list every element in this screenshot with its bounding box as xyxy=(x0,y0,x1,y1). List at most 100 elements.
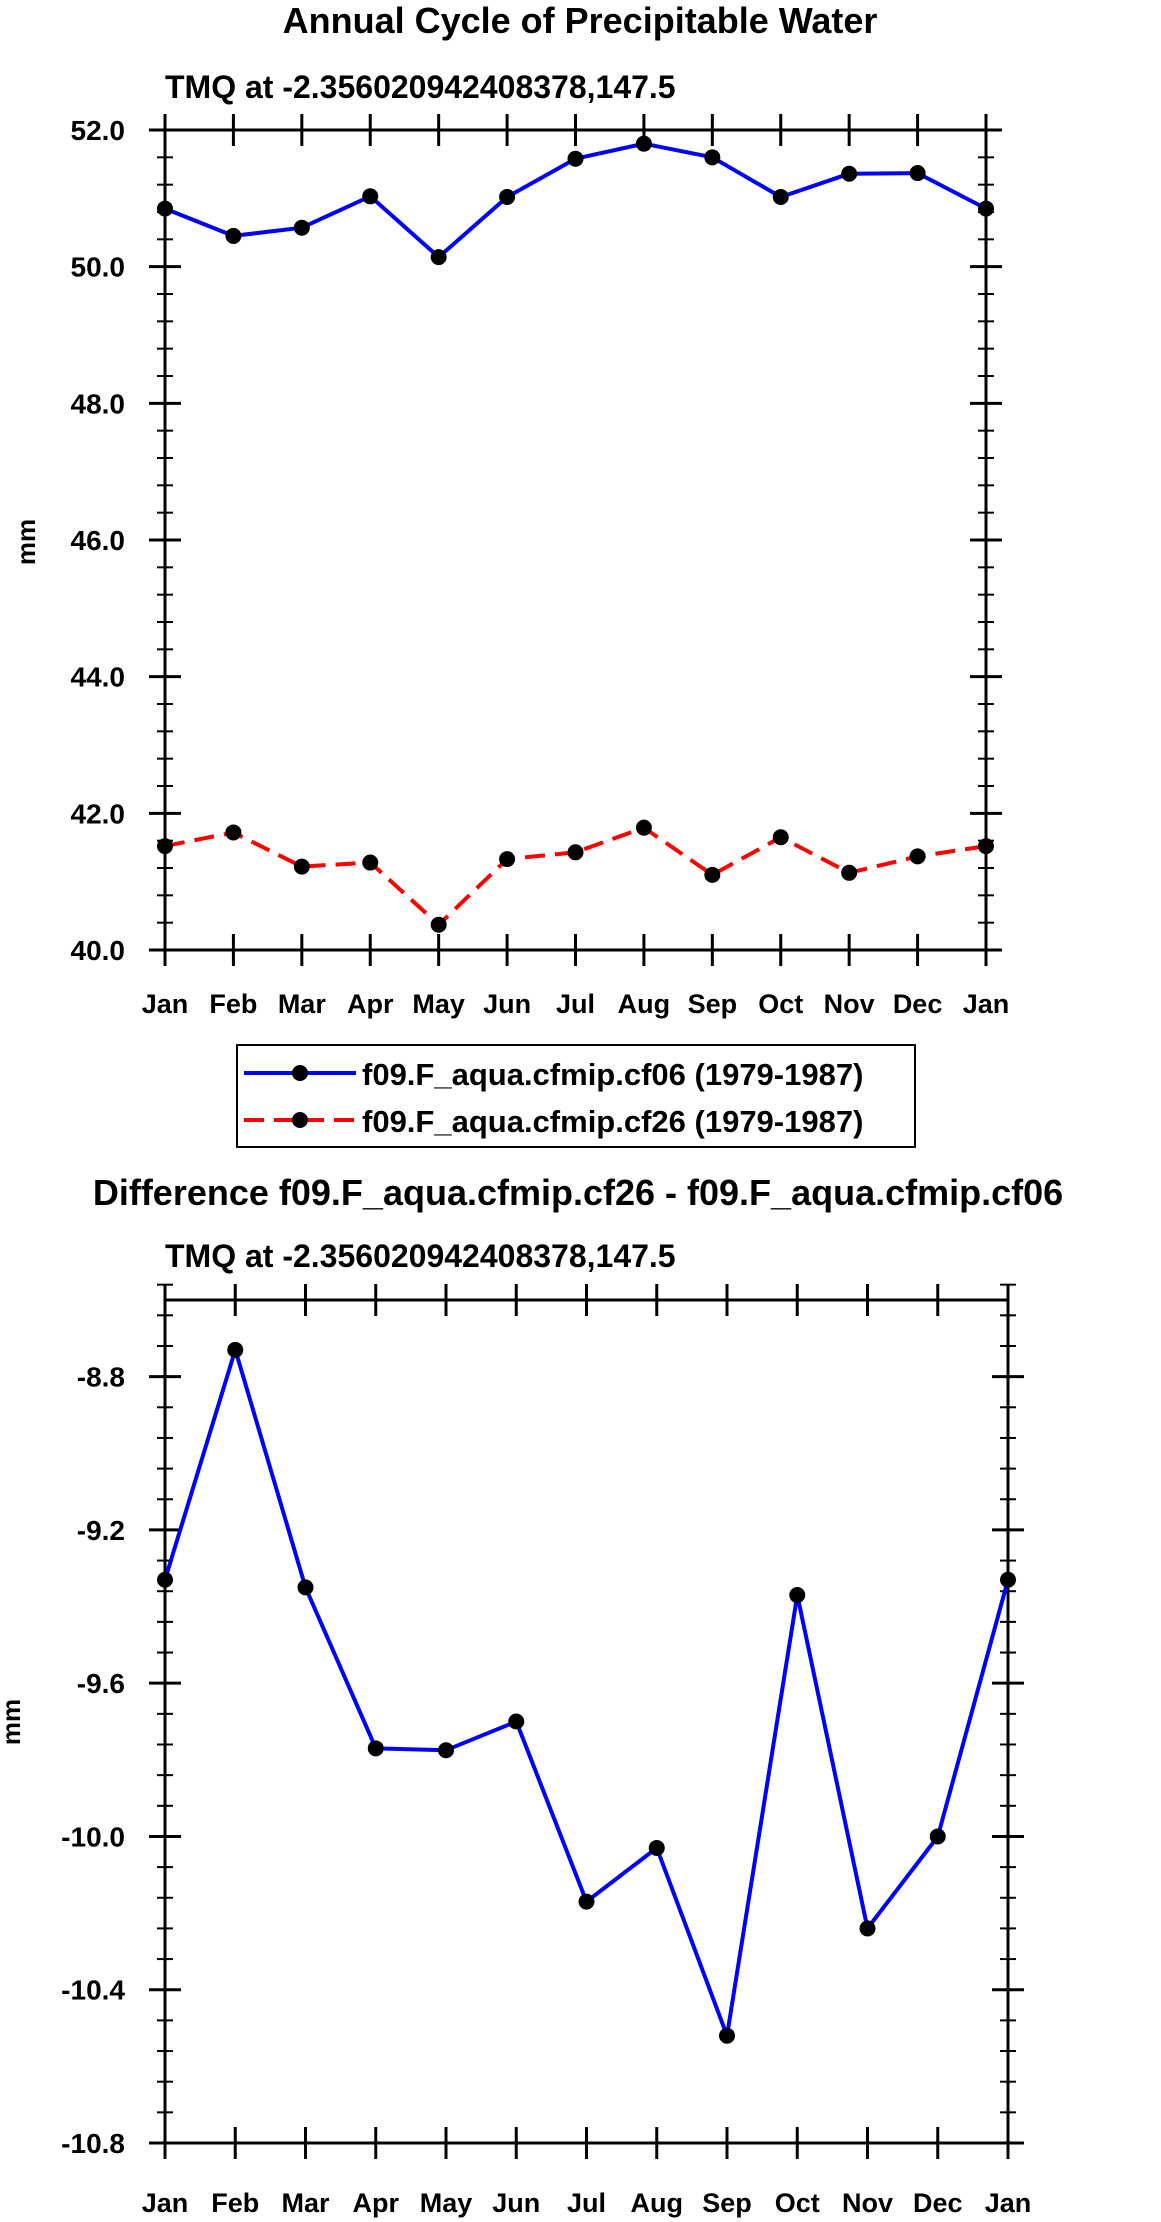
data-point xyxy=(719,2027,735,2044)
x-tick-label: Jul xyxy=(567,2188,606,2218)
x-tick-label: Dec xyxy=(893,989,943,1019)
x-tick-labels: Jan Feb Mar Apr May Jun Jul Aug Sep Oct Nov Dec Jan xyxy=(142,989,1010,1019)
y-tick-label: 40.0 xyxy=(71,935,126,966)
x-tick-label: Jan xyxy=(963,989,1010,1019)
y-tick-label: 52.0 xyxy=(71,115,126,146)
panel-annual-cycle: Annual Cycle of Precipitable Water TMQ a… xyxy=(11,0,1010,1148)
data-point xyxy=(438,1742,454,1759)
data-point xyxy=(772,829,789,846)
y-tick-label: 48.0 xyxy=(71,388,126,419)
data-point xyxy=(841,864,858,881)
x-tick-label: Jan xyxy=(985,2188,1032,2218)
y-tick-label: -8.8 xyxy=(77,1362,125,1393)
plot-frame xyxy=(163,128,988,952)
data-point xyxy=(789,1587,806,1604)
x-tick-label: Jun xyxy=(492,2188,540,2218)
y-tick-labels: 40.0 42.0 44.0 46.0 48.0 50.0 52.0 xyxy=(71,115,126,966)
data-point xyxy=(157,200,173,217)
x-tick-label: May xyxy=(420,2188,473,2218)
x-tick-label: Jun xyxy=(483,989,531,1019)
series-line-1 xyxy=(163,1347,1010,2038)
data-point xyxy=(635,135,652,152)
chart-subtitle: TMQ at -2.356020942408378,147.5 xyxy=(165,1238,676,1274)
legend-label-cf06: f09.F_aqua.cfmip.cf06 (1979-1987) xyxy=(362,1057,863,1092)
data-point xyxy=(704,866,721,883)
x-tick-label: Feb xyxy=(209,989,257,1019)
legend: f09.F_aqua.cfmip.cf06 (1979-1987) f09.F_… xyxy=(236,1044,916,1148)
data-point xyxy=(227,1341,244,1358)
legend-marker-cf26 xyxy=(292,1112,308,1128)
panel-difference: Difference f09.F_aqua.cfmip.cf26 - f09.F… xyxy=(0,1172,1063,2218)
data-point xyxy=(499,188,516,205)
x-tick-label: Dec xyxy=(913,2188,963,2218)
axis-ticks xyxy=(149,114,1002,966)
data-point xyxy=(1000,1571,1016,1588)
plot-frame xyxy=(163,1298,1010,2145)
data-point xyxy=(909,165,926,182)
data-point xyxy=(367,1740,384,1757)
data-point xyxy=(772,188,789,205)
data-point xyxy=(293,219,310,236)
x-tick-label: Feb xyxy=(211,2188,259,2218)
legend-marker-cf06 xyxy=(292,1065,308,1081)
x-tick-label: Oct xyxy=(758,989,803,1019)
y-tick-labels: -10.8 -10.4 -10.0 -9.6 -9.2 -8.8 xyxy=(61,1362,125,2159)
x-tick-label: Aug xyxy=(618,989,670,1019)
axis-ticks xyxy=(149,1283,1024,2159)
x-tick-label: Aug xyxy=(631,2188,683,2218)
y-tick-label: -9.6 xyxy=(77,1668,125,1699)
x-tick-label: Jan xyxy=(142,989,189,1019)
data-point xyxy=(567,844,584,861)
x-tick-label: Nov xyxy=(842,2188,893,2218)
data-point xyxy=(225,227,242,244)
x-tick-labels: Jan Feb Mar Apr May Jun Jul Aug Sep Oct Nov Dec Jan xyxy=(142,2188,1032,2218)
legend-box xyxy=(236,1044,916,1148)
data-point xyxy=(430,249,447,266)
x-tick-label: Oct xyxy=(775,2188,820,2218)
x-tick-label: Apr xyxy=(347,989,394,1019)
data-point xyxy=(362,188,379,205)
data-point xyxy=(430,916,447,933)
x-tick-label: Apr xyxy=(353,2188,400,2218)
chart-title: Difference f09.F_aqua.cfmip.cf26 - f09.F… xyxy=(93,1172,1063,1213)
data-point xyxy=(841,165,858,182)
y-tick-label: -10.0 xyxy=(61,1821,125,1852)
y-tick-label: -10.4 xyxy=(61,1975,125,2006)
data-point xyxy=(567,150,584,167)
y-tick-label: 46.0 xyxy=(71,525,126,556)
series-layer xyxy=(157,1341,1016,2044)
data-point xyxy=(648,1839,665,1856)
series-layer xyxy=(157,135,994,933)
data-point xyxy=(362,854,379,871)
x-tick-label: Mar xyxy=(278,989,327,1019)
data-point xyxy=(929,1828,946,1845)
x-tick-label: May xyxy=(412,989,465,1019)
data-point xyxy=(508,1713,525,1730)
x-tick-label: Jul xyxy=(556,989,595,1019)
y-axis-label: mm xyxy=(0,1699,26,1745)
x-tick-label: Mar xyxy=(281,2188,330,2218)
legend-label-cf26: f09.F_aqua.cfmip.cf26 (1979-1987) xyxy=(362,1104,863,1139)
y-axis-label: mm xyxy=(11,519,41,565)
y-tick-label: 50.0 xyxy=(71,252,126,283)
x-tick-label: Sep xyxy=(688,989,738,1019)
data-point xyxy=(578,1893,595,1910)
data-point xyxy=(978,838,994,855)
y-tick-label: 44.0 xyxy=(71,662,126,693)
data-point xyxy=(909,848,926,865)
data-point xyxy=(704,149,721,166)
data-point xyxy=(499,851,516,868)
data-point xyxy=(157,1571,173,1588)
data-point xyxy=(635,819,652,836)
data-point xyxy=(978,200,994,217)
chart-title: Annual Cycle of Precipitable Water xyxy=(283,0,878,41)
data-point xyxy=(859,1920,876,1937)
y-tick-label: -10.8 xyxy=(61,2128,125,2159)
data-point xyxy=(225,824,242,841)
y-tick-label: 42.0 xyxy=(71,798,126,829)
x-tick-label: Sep xyxy=(702,2188,752,2218)
chart-subtitle: TMQ at -2.356020942408378,147.5 xyxy=(165,69,676,105)
data-point xyxy=(157,838,173,855)
series-line-2 xyxy=(164,825,987,927)
